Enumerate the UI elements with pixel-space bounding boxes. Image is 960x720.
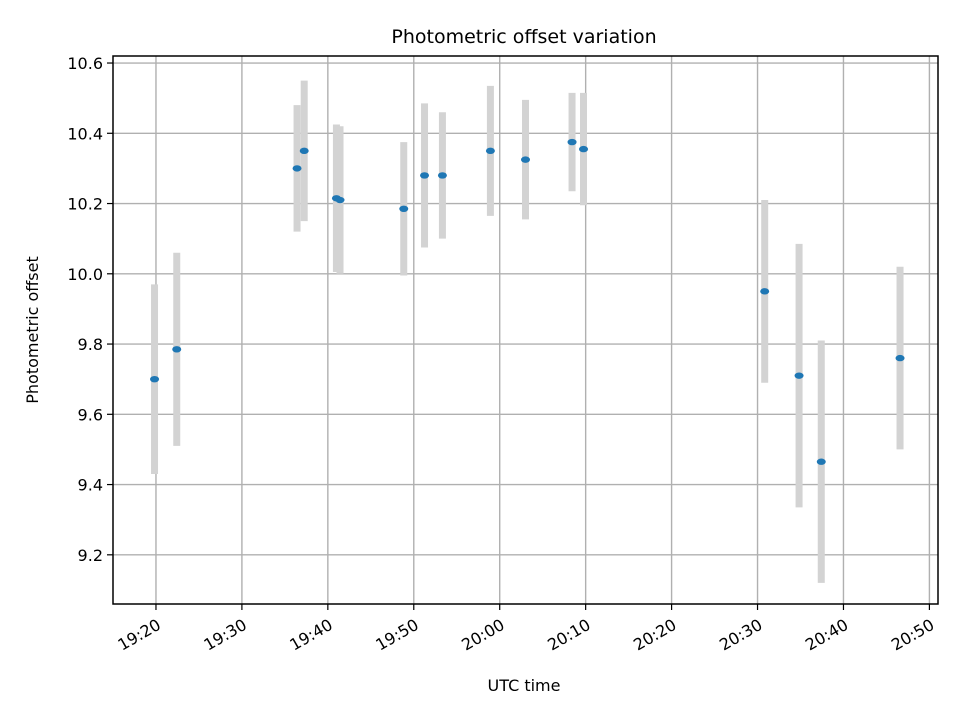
y-tick-label: 9.4 — [78, 476, 103, 495]
data-point — [567, 138, 577, 146]
data-point — [292, 165, 302, 172]
plot-frame — [112, 55, 939, 605]
y-tick-label: 10.2 — [67, 195, 103, 214]
data-point — [794, 372, 804, 379]
y-tick-label: 9.8 — [78, 335, 103, 354]
data-point — [299, 147, 309, 155]
data-point — [335, 196, 345, 204]
y-axis-label: Photometric offset — [23, 256, 42, 404]
x-axis-label: UTC time — [488, 676, 561, 695]
y-tick-label: 10.4 — [67, 124, 103, 143]
data-point — [399, 205, 409, 213]
data-point — [485, 147, 495, 155]
data-point — [816, 458, 826, 465]
y-tick-label: 10.6 — [67, 54, 103, 73]
y-tick-label: 9.2 — [78, 546, 103, 565]
data-point — [172, 346, 182, 353]
y-tick-label: 10.0 — [67, 265, 103, 284]
data-point — [895, 354, 905, 362]
y-axis-ticks: 9.2 9.4 9.6 9.8 10.0 10.2 10.4 10.6 — [67, 54, 113, 565]
data-points — [150, 138, 905, 465]
data-point — [760, 288, 770, 295]
data-point — [579, 145, 589, 153]
data-point — [420, 172, 430, 179]
data-point — [437, 172, 447, 179]
data-point — [150, 375, 160, 383]
chart-title: Photometric offset variation — [391, 26, 656, 48]
data-point — [521, 156, 530, 163]
y-tick-label: 9.6 — [78, 405, 103, 424]
